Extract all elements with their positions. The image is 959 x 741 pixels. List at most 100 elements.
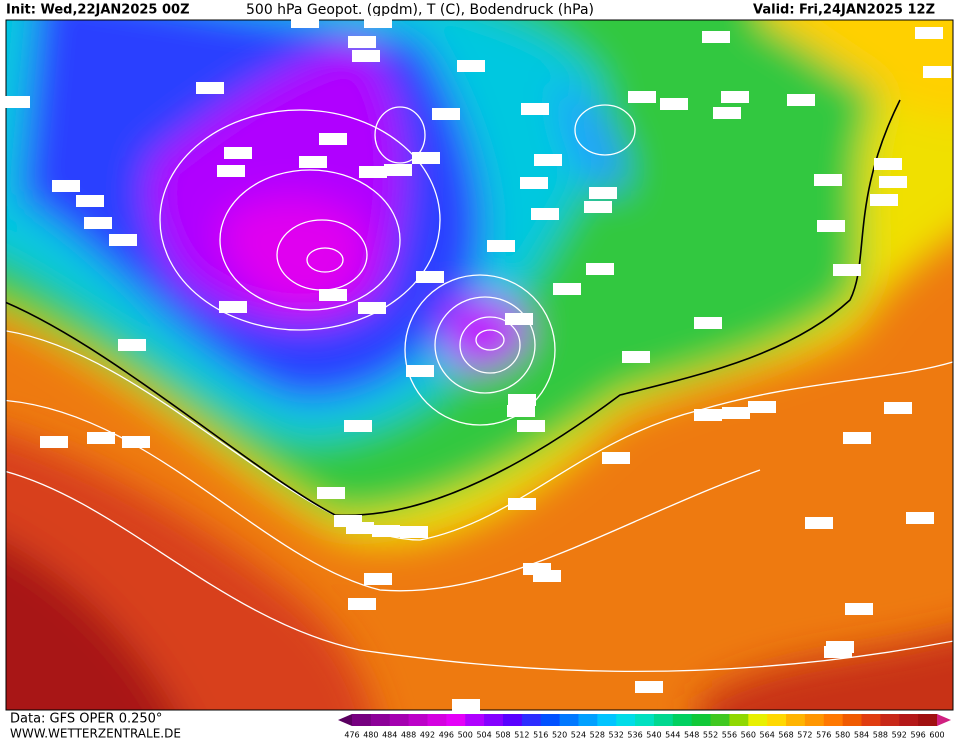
colorbar-swatch (427, 714, 447, 726)
colorbar-label: 576 (816, 731, 831, 740)
pressure-label-box (531, 208, 559, 220)
colorbar-swatch (710, 714, 730, 726)
pressure-label-box (923, 66, 951, 78)
colorbar-swatch (559, 714, 579, 726)
colorbar-label: 500 (458, 731, 473, 740)
colorbar-label: 524 (571, 731, 586, 740)
colorbar-swatch (578, 714, 598, 726)
colorbar-label: 544 (665, 731, 680, 740)
colorbar-swatch (408, 714, 428, 726)
temperature-label-box (505, 313, 533, 325)
colorbar-label: 496 (439, 731, 454, 740)
data-source: Data: GFS OPER 0.250° (10, 712, 162, 727)
pressure-label-box (76, 195, 104, 207)
pressure-label-box (915, 27, 943, 39)
pressure-label-box (584, 201, 612, 213)
pressure-label-box (520, 177, 548, 189)
temperature-label-box (217, 165, 245, 177)
pressure-label-box (364, 573, 392, 585)
pressure-label-box (40, 436, 68, 448)
temperature-label-box (660, 98, 688, 110)
pressure-label-box (521, 103, 549, 115)
map-title: 500 hPa Geopot. (gpdm), T (C), Bodendruc… (246, 2, 594, 18)
pressure-label-box (534, 154, 562, 166)
pressure-label-box (635, 681, 663, 693)
pressure-label-box (299, 156, 327, 168)
colorbar-swatch (823, 714, 844, 726)
colorbar-label: 532 (609, 731, 624, 740)
temperature-label-box (553, 283, 581, 295)
colorbar-low (338, 714, 352, 726)
colorbar-swatch (597, 714, 617, 726)
temperature-label-box (589, 187, 617, 199)
colorbar-swatch (635, 714, 655, 726)
colorbar-label: 548 (684, 731, 699, 740)
pressure-label-box (291, 16, 319, 28)
colorbar-label: 528 (590, 731, 605, 740)
colorbar-label: 592 (892, 731, 907, 740)
pressure-label-box (879, 176, 907, 188)
temperature-label-box (406, 365, 434, 377)
pressure-label-box (713, 107, 741, 119)
pressure-label-box (358, 302, 386, 314)
pressure-label-box (906, 512, 934, 524)
pressure-label-box (384, 164, 412, 176)
pressure-label-box (319, 289, 347, 301)
colorbar-swatch (899, 714, 919, 726)
colorbar-swatch (804, 714, 825, 726)
pressure-label-box (748, 401, 776, 413)
pressure-label-box (833, 264, 861, 276)
colorbar-swatch (842, 714, 863, 726)
colorbar-swatch (748, 714, 768, 726)
colorbar-swatch (446, 714, 466, 726)
colorbar-high (937, 714, 951, 726)
temperature-label-box (219, 301, 247, 313)
colorbar-label: 584 (854, 731, 869, 740)
colorbar-swatch (691, 714, 712, 726)
colorbar-swatch (389, 714, 410, 726)
temperature-label-box (845, 603, 873, 615)
colorbar-label: 488 (401, 731, 416, 740)
pressure-label-box (52, 180, 80, 192)
colorbar-label: 564 (760, 731, 775, 740)
colorbar-label: 504 (476, 731, 491, 740)
temperature-label-box (457, 60, 485, 72)
colorbar-swatch (465, 714, 485, 726)
temperature-label-box (372, 525, 400, 537)
temperature-label-box (87, 432, 115, 444)
colorbar-label: 572 (797, 731, 812, 740)
colorbar-label: 540 (646, 731, 661, 740)
colorbar-label: 556 (722, 731, 737, 740)
colorbar-swatch (616, 714, 636, 726)
colorbar-label: 536 (627, 731, 642, 740)
colorbar-swatch (767, 714, 787, 726)
colorbar-swatch (484, 714, 504, 726)
colorbar-label: 484 (382, 731, 397, 740)
pressure-label-box (224, 147, 252, 159)
colorbar-label: 560 (741, 731, 756, 740)
pressure-label-box (400, 526, 428, 538)
contour-label-box (694, 409, 722, 421)
pressure-label-box (432, 108, 460, 120)
colorbar-label: 516 (533, 731, 548, 740)
pressure-label-box (870, 194, 898, 206)
contour-label-box (346, 522, 374, 534)
pressure-label-box (628, 91, 656, 103)
colorbar-label: 480 (363, 731, 378, 740)
pressure-label-box (319, 133, 347, 145)
colorbar-swatch (729, 714, 749, 726)
pressure-label-box (412, 152, 440, 164)
pressure-label-box (359, 166, 387, 178)
colorbar-label: 552 (703, 731, 718, 740)
pressure-label-box (517, 420, 545, 432)
pressure-label-box (118, 339, 146, 351)
pressure-label-box (874, 158, 902, 170)
pressure-label-box (508, 394, 536, 406)
pressure-label-box (843, 432, 871, 444)
colorbar-swatch (672, 714, 693, 726)
pressure-label-box (352, 50, 380, 62)
colorbar-swatch (880, 714, 900, 726)
pressure-label-box (602, 452, 630, 464)
temperature-label-box (805, 517, 833, 529)
